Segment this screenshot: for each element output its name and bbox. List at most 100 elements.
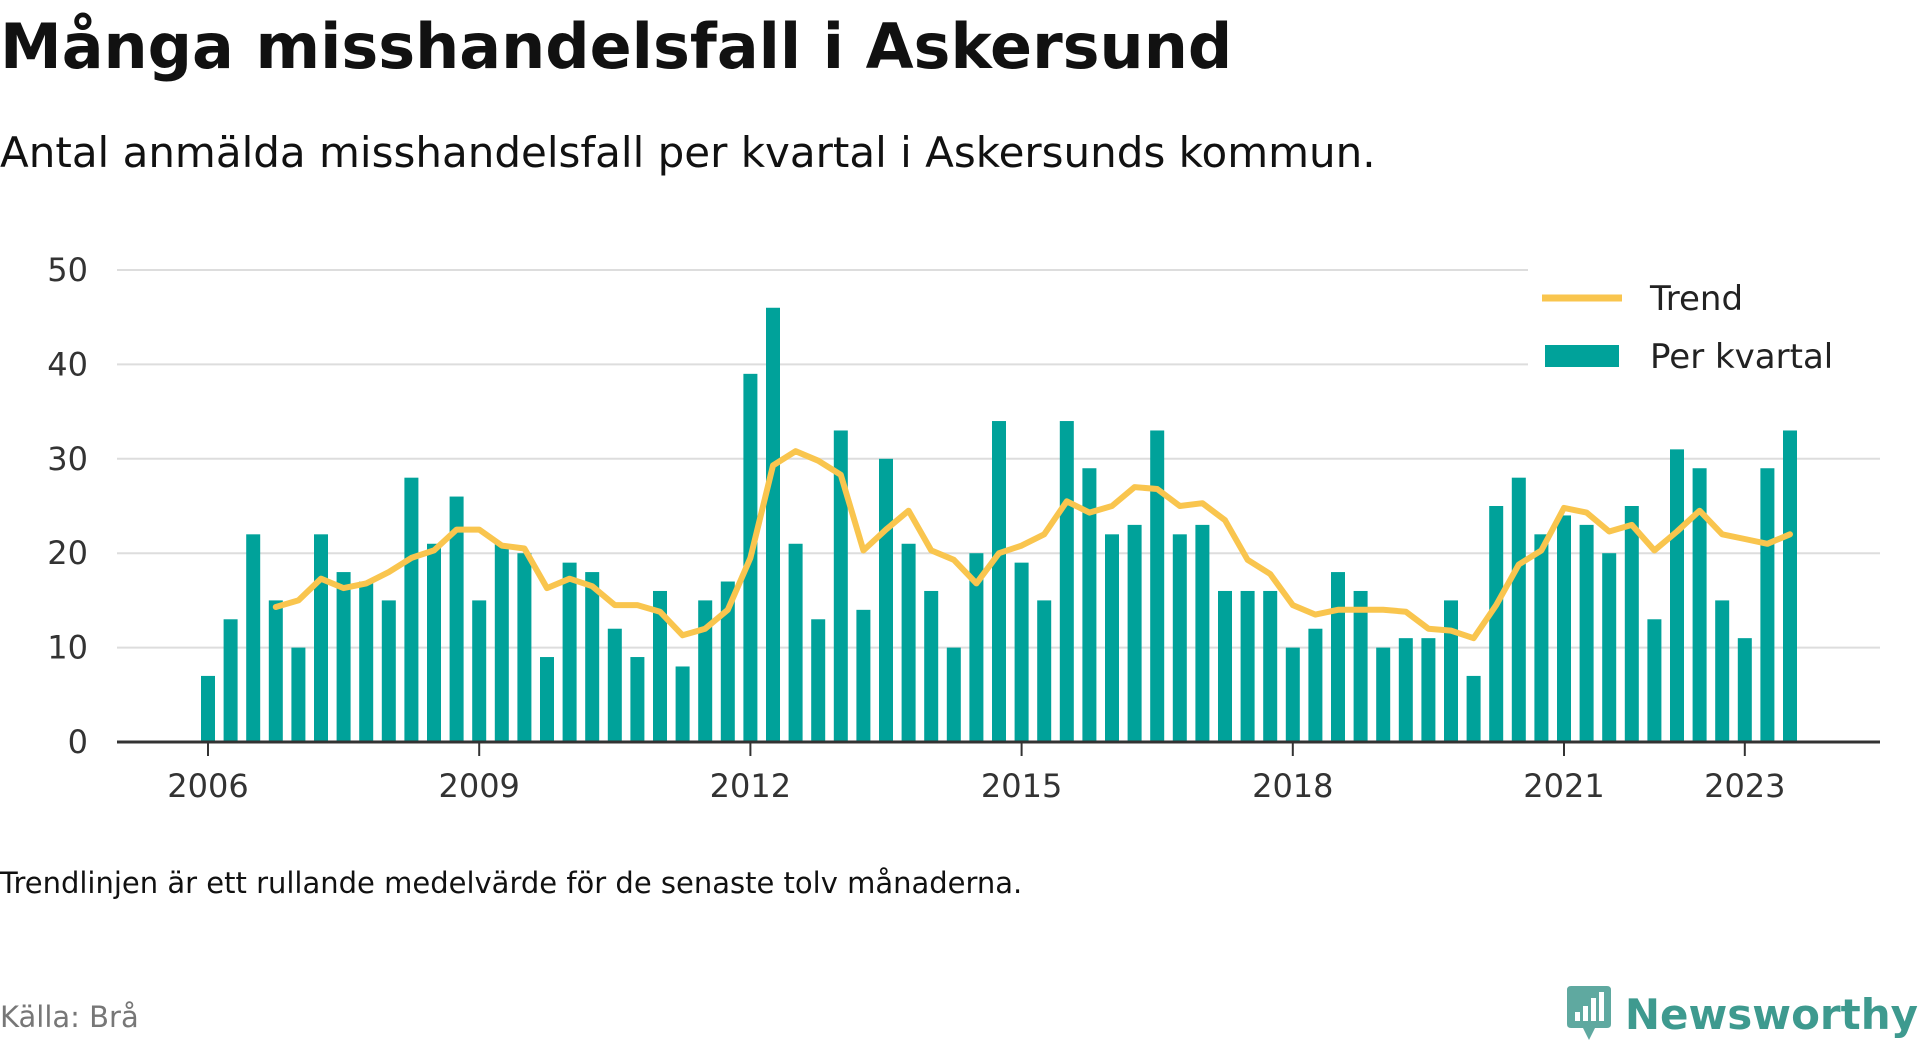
x-tick-label: 2012 [710, 767, 791, 800]
bar [1014, 562, 1029, 742]
bar [1466, 675, 1481, 742]
bar [1557, 515, 1571, 742]
bar [607, 628, 622, 742]
chart-title: Många misshandelsfall i Askersund [0, 10, 1233, 83]
bar [992, 421, 1006, 742]
y-tick-label: 50 [47, 251, 88, 289]
source-text: Källa: Brå [0, 1000, 139, 1034]
bar [1624, 506, 1639, 742]
chart-area: 0 10 20 30 40 50 2006 2009 2012 2015 2018 2021 2023… [47, 251, 1882, 800]
bar [472, 600, 487, 742]
bar [720, 581, 735, 742]
bar [1218, 590, 1232, 742]
bar [381, 600, 396, 742]
bar [788, 543, 803, 742]
bar [969, 553, 984, 742]
bar [1376, 647, 1391, 742]
bar [698, 600, 713, 742]
bar [1602, 553, 1617, 742]
x-tick-label: 2018 [1252, 767, 1333, 800]
bar [291, 647, 306, 742]
bar [1285, 647, 1300, 742]
footnote: Trendlinjen är ett rullande medelvärde f… [0, 866, 1023, 900]
bar [427, 543, 441, 742]
bar [562, 562, 577, 742]
trend-series [272, 448, 1793, 642]
bar [540, 657, 554, 742]
legend-background [1528, 262, 1882, 392]
x-tick-label: 2015 [981, 767, 1062, 800]
bar [1534, 534, 1549, 742]
x-tick-label: 2006 [167, 767, 248, 800]
y-tick-label: 30 [47, 440, 88, 478]
legend-label-per-kvartal: Per kvartal [1650, 337, 1833, 377]
bar [1760, 468, 1775, 742]
bar [675, 666, 690, 742]
bar [1331, 572, 1345, 742]
bar [1082, 468, 1097, 742]
bar [1195, 524, 1210, 742]
bar [1353, 590, 1368, 742]
bar-series [201, 307, 1797, 742]
bar [766, 307, 780, 742]
y-tick-label: 10 [47, 629, 88, 667]
bar [201, 675, 215, 742]
bar [1489, 506, 1504, 742]
bar [1737, 638, 1752, 742]
bar [1783, 430, 1797, 742]
y-tick-label: 0 [68, 723, 88, 761]
bar [1127, 524, 1142, 742]
bar [336, 572, 351, 742]
bar [268, 600, 283, 742]
newsworthy-logo-icon [1566, 986, 1611, 1040]
x-axis: 2006 2009 2012 2015 2018 2021 2023 [117, 740, 1880, 800]
bar [1105, 534, 1119, 742]
bar [1308, 628, 1323, 742]
bar [833, 430, 848, 742]
bar [246, 534, 261, 742]
bar [1670, 449, 1684, 742]
brand-logo[interactable]: Newsworthy [1565, 984, 1918, 1044]
bar [879, 458, 893, 742]
legend-label-trend: Trend [1649, 279, 1743, 319]
bar [1398, 638, 1413, 742]
bar [1172, 534, 1187, 742]
bar [314, 534, 328, 742]
chart-subtitle: Antal anmälda misshandelsfall per kvarta… [0, 128, 1376, 177]
bar [1150, 430, 1165, 742]
x-tick-label: 2009 [438, 767, 519, 800]
x-tick-label: 2023 [1704, 767, 1785, 800]
bar [449, 496, 464, 742]
bar [1037, 600, 1052, 742]
bar [1647, 619, 1662, 742]
bar [585, 572, 600, 742]
bar [1444, 600, 1458, 742]
bar [924, 590, 939, 742]
bar [494, 543, 509, 742]
y-tick-label: 40 [47, 345, 88, 383]
bar [856, 609, 871, 742]
bar [901, 543, 916, 742]
bar [1059, 421, 1074, 742]
brand-name: Newsworthy [1624, 989, 1918, 1039]
legend-bar-swatch [1545, 345, 1619, 367]
bar [404, 477, 419, 742]
bar [1240, 590, 1255, 742]
trend-line [272, 448, 1793, 642]
bar [946, 647, 961, 742]
bar [517, 553, 532, 742]
bar [653, 590, 667, 742]
bar [811, 619, 826, 742]
y-tick-label: 20 [47, 534, 88, 572]
bar [223, 619, 238, 742]
bar [359, 581, 374, 742]
bar [1263, 590, 1278, 742]
x-tick-label: 2021 [1523, 767, 1604, 800]
bar [1511, 477, 1526, 742]
y-axis-ticks: 0 10 20 30 40 50 [47, 251, 88, 761]
legend: Trend Per kvartal [1528, 262, 1882, 392]
bar [1579, 524, 1594, 742]
bar [1692, 468, 1707, 742]
bar [1715, 600, 1730, 742]
bar [630, 657, 645, 742]
